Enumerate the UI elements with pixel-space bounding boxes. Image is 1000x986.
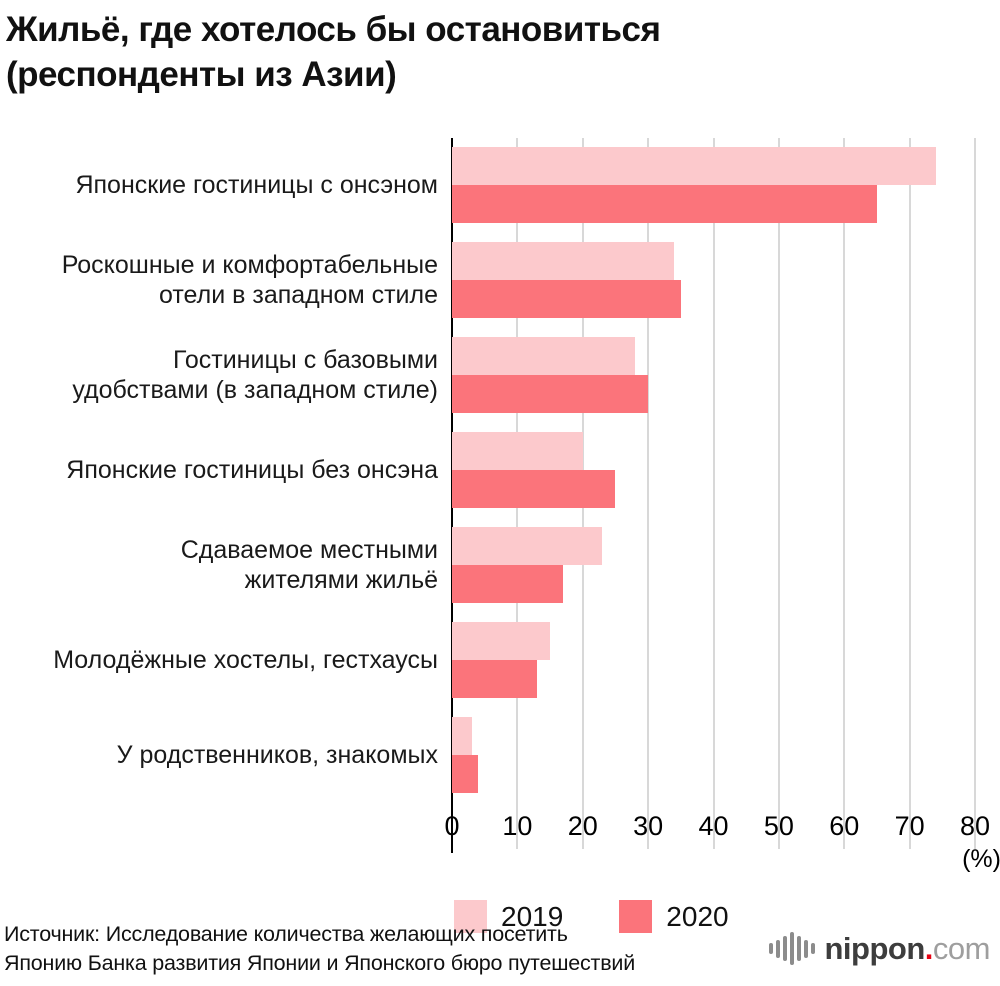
tick-label-70: 70 [894, 810, 925, 841]
bar-track [452, 717, 975, 794]
bar-2019 [452, 147, 936, 186]
tick-label-60: 60 [829, 810, 860, 841]
chart-row: Гостиницы с базовыми удобствами (в западн… [0, 328, 1000, 423]
category-label: Молодёжные хостелы, гестхаусы [53, 645, 438, 674]
category-label: Японские гостиницы с онсэном [75, 170, 438, 199]
bar-chart: Японские гостиницы с онсэном Роскошные и … [0, 137, 1000, 873]
bar-track [452, 527, 975, 604]
bar-2019 [452, 432, 583, 471]
bar-2020 [452, 375, 649, 414]
tick-label-30: 30 [633, 810, 664, 841]
bar-track [452, 622, 975, 699]
tick-label-80: 80 [959, 810, 991, 841]
nippon-logo: nippon.com [768, 931, 991, 967]
footer: Источник: Исследование количества желающ… [4, 920, 991, 978]
bar-track [452, 242, 975, 319]
bar-2019 [452, 717, 472, 756]
x-axis-ticks: (%) 0 10 20 30 40 50 60 70 80 [444, 803, 1000, 873]
chart-rows: Японские гостиницы с онсэном Роскошные и … [0, 138, 1000, 803]
bar-track [452, 337, 975, 414]
legend: 2019 2020 [454, 897, 1000, 937]
source-line1: Источник: Исследование количества желающ… [4, 921, 568, 946]
bar-2019 [452, 242, 675, 281]
tick-label-0: 0 [444, 810, 460, 841]
legend-swatch-2019 [454, 900, 487, 934]
bar-2020 [452, 470, 616, 509]
chart-row: Сдаваемое местными жителями жильё [0, 518, 1000, 613]
legend-label-2020: 2020 [666, 900, 729, 932]
bar-track [452, 147, 975, 224]
logo-name: nippon [824, 930, 926, 966]
logo-tld: com [932, 930, 991, 966]
chart-row: Японские гостиницы с онсэном [0, 138, 1000, 233]
chart-row: Роскошные и комфортабельные отели в запад… [0, 233, 1000, 328]
legend-swatch-2020 [619, 900, 653, 934]
chart-title-line1: Жильё, где хотелось бы остановиться [6, 10, 661, 49]
category-label: Роскошные и комфортабельные отели в запад… [61, 250, 438, 310]
chart-row: У родственников, знакомых [0, 708, 1000, 803]
logo-text: nippon.com [825, 931, 991, 967]
legend-label-2019: 2019 [501, 900, 564, 932]
tick-label-50: 50 [763, 810, 794, 841]
bar-2019 [452, 337, 636, 376]
logo-dot: . [924, 930, 934, 966]
bar-2020 [452, 185, 877, 224]
category-label: Японские гостиницы без онсэна [66, 455, 438, 484]
category-label: Сдаваемое местными жителями жильё [180, 535, 438, 595]
source-text: Источник: Исследование количества желающ… [4, 920, 635, 978]
legend-item-2020: 2020 [619, 900, 729, 934]
tick-label-40: 40 [698, 810, 729, 841]
bar-2019 [452, 527, 603, 566]
tick-label-10: 10 [502, 810, 533, 841]
chart-row: Японские гостиницы без онсэна [0, 423, 1000, 518]
chart-row: Молодёжные хостелы, гестхаусы [0, 613, 1000, 708]
tick-label-20: 20 [567, 810, 598, 841]
axis-unit-label: (%) [962, 844, 1000, 873]
page: Жильё, где хотелось бы остановиться (рес… [0, 8, 1000, 975]
legend-item-2019: 2019 [454, 900, 564, 934]
category-label: У родственников, знакомых [116, 740, 438, 769]
bar-track [452, 432, 975, 509]
soundwave-icon [768, 932, 815, 966]
bar-2020 [452, 280, 681, 319]
category-label: Гостиницы с базовыми удобствами (в западн… [72, 345, 438, 405]
bar-2020 [452, 755, 479, 794]
bar-2019 [452, 622, 551, 661]
chart-title-line2: (респонденты из Азии) [6, 54, 397, 94]
source-line2: Японию Банка развития Японии и Японского… [4, 950, 636, 975]
bar-2020 [452, 565, 564, 604]
chart-title: Жильё, где хотелось бы остановиться (рес… [6, 8, 992, 98]
bar-2020 [452, 660, 537, 699]
